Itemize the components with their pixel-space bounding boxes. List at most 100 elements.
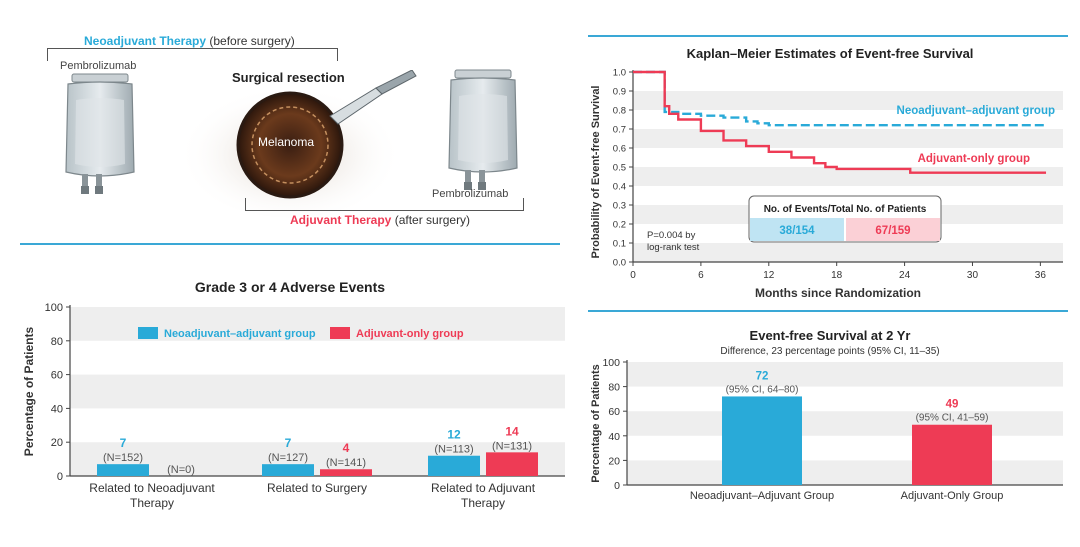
ae-grid-band [70, 442, 565, 476]
km-grid-band [633, 243, 1063, 262]
neoadjuvant-title: Neoadjuvant Therapy [84, 34, 207, 48]
ae-value-label: 12 [447, 428, 461, 442]
efs-y-tick-label: 100 [602, 357, 620, 369]
ae-y-tick-label: 80 [51, 336, 63, 348]
ae-bar [97, 464, 149, 476]
km-curve-neoadjuvant [633, 70, 1047, 127]
efs-category-label: Neoadjuvant–Adjuvant Group [690, 490, 834, 502]
efs-grid-band [627, 411, 1063, 436]
ae-bar [428, 455, 480, 476]
km-y-tick-label: 0.3 [613, 201, 626, 212]
ae-value-label: 7 [285, 436, 292, 450]
ae-category-label: Related to Neoadjuvant [89, 481, 215, 495]
adjuvant-bracket [245, 198, 524, 211]
km-events-table-header: No. of Events/Total No. of Patients [764, 204, 927, 215]
km-events-cell-adjuvant [846, 218, 940, 241]
km-y-tick-label: 0.1 [613, 239, 626, 250]
neoadjuvant-label: Neoadjuvant Therapy (before surgery) [80, 34, 299, 48]
melanoma-resection-icon [180, 70, 417, 218]
efs-category-label: Adjuvant-Only Group [901, 490, 1004, 502]
km-pvalue-annotation: log-rank test [647, 242, 700, 253]
ae-legend-label: Neoadjuvant–adjuvant group [164, 328, 316, 340]
km-events-value-neoadjuvant: 38/154 [779, 225, 815, 237]
km-events-cell-neoadjuvant [750, 218, 844, 241]
ae-n-label: (N=113) [434, 444, 473, 456]
km-series-label-neoadjuvant: Neoadjuvant–adjuvant group [897, 105, 1055, 117]
km-x-tick-label: 30 [967, 270, 979, 281]
ae-category-label: Therapy [461, 496, 505, 510]
ae-bar [486, 452, 538, 476]
km-y-tick-label: 0.8 [613, 106, 626, 117]
divider-left [20, 243, 560, 245]
pembrolizumab-label-left: Pembrolizumab [60, 60, 137, 72]
ae-y-tick-label: 100 [45, 302, 63, 314]
ae-n-label: (N=131) [492, 440, 532, 452]
efs-subtitle: Difference, 23 percentage points (95% CI… [720, 346, 940, 357]
efs-bar [912, 424, 992, 485]
km-grid-band [633, 91, 1063, 110]
melanoma-label: Melanoma [258, 135, 315, 149]
km-x-tick-label: 0 [630, 270, 636, 281]
km-x-tick-label: 24 [899, 270, 911, 281]
km-y-tick-label: 0.6 [613, 144, 626, 155]
km-x-tick-label: 12 [763, 270, 775, 281]
ae-y-axis-label: Percentage of Patients [22, 326, 36, 456]
ae-grid-band [70, 374, 565, 409]
km-y-tick-label: 0.7 [613, 125, 626, 136]
iv-bag-right-icon [448, 69, 518, 190]
km-y-tick-label: 0.9 [613, 87, 626, 98]
efs-ci-label: (95% CI, 41–59) [916, 413, 989, 424]
km-y-axis-label: Probability of Event-free Survival [590, 86, 602, 259]
efs-y-axis-label: Percentage of Patients [590, 364, 602, 483]
ae-plot: 0 20 40 60 80 100 Percentage of Patients Neoadj… [22, 302, 565, 510]
ae-value-label: 4 [343, 441, 350, 455]
km-x-tick-label: 18 [831, 270, 843, 281]
adjuvant-label: Adjuvant Therapy (after surgery) [290, 213, 470, 227]
ae-n-label: (N=141) [326, 457, 366, 469]
ae-value-label: 7 [120, 436, 127, 450]
ae-bar [262, 464, 314, 476]
km-y-tick-label: 0.5 [613, 163, 626, 174]
ae-category-label: Therapy [130, 496, 174, 510]
ae-bar [320, 469, 372, 476]
ae-y-tick-label: 20 [51, 437, 63, 449]
neoadjuvant-bracket [47, 48, 338, 61]
ae-legend-swatch [138, 327, 158, 339]
ae-y-tick-label: 0 [57, 471, 63, 483]
efs-grid-band [627, 362, 1063, 387]
ae-y-tick-label: 40 [51, 403, 63, 415]
efs-grid-band [627, 460, 1063, 485]
km-pvalue-annotation: P=0.004 by [647, 230, 696, 241]
km-plot: 0.0 0.1 0.2 0.3 0.4 0.5 0.6 0.7 0.8 0.9 1.0 0 6 12 18 2… [590, 68, 1063, 300]
ae-n-label: (N=0) [167, 464, 195, 476]
km-title: Kaplan–Meier Estimates of Event-free Sur… [686, 46, 974, 61]
km-x-tick-label: 6 [698, 270, 704, 281]
km-y-tick-label: 1.0 [613, 68, 626, 79]
km-curve-adjuvant [633, 70, 1047, 174]
km-y-tick-label: 0.2 [613, 220, 626, 231]
iv-bag-left-icon [65, 73, 135, 194]
efs-bar [722, 396, 802, 485]
ae-category-label: Related to Surgery [267, 481, 367, 495]
ae-value-label: 14 [505, 424, 519, 438]
efs-y-tick-label: 0 [614, 480, 620, 492]
efs-y-tick-label: 60 [608, 406, 620, 418]
ae-n-label: (N=152) [103, 452, 143, 464]
divider-top-right [588, 35, 1068, 37]
km-x-tick-label: 36 [1035, 270, 1047, 281]
adjuvant-title: Adjuvant Therapy [290, 213, 392, 227]
ae-n-label: (N=127) [268, 452, 308, 464]
neoadjuvant-subtitle: (before surgery) [209, 34, 295, 48]
efs-value-label: 72 [756, 370, 769, 382]
efs-y-tick-label: 20 [608, 455, 620, 467]
efs-value-label: 49 [946, 399, 959, 411]
km-series-label-adjuvant: Adjuvant-only group [918, 153, 1030, 165]
efs-title: Event-free Survival at 2 Yr [749, 328, 911, 343]
km-events-value-adjuvant: 67/159 [875, 225, 910, 237]
efs-y-tick-label: 40 [608, 431, 620, 443]
km-y-tick-label: 0.4 [613, 182, 626, 193]
ae-title: Grade 3 or 4 Adverse Events [194, 279, 386, 295]
km-x-axis-label: Months since Randomization [755, 286, 921, 300]
ae-legend-swatch [330, 327, 350, 339]
